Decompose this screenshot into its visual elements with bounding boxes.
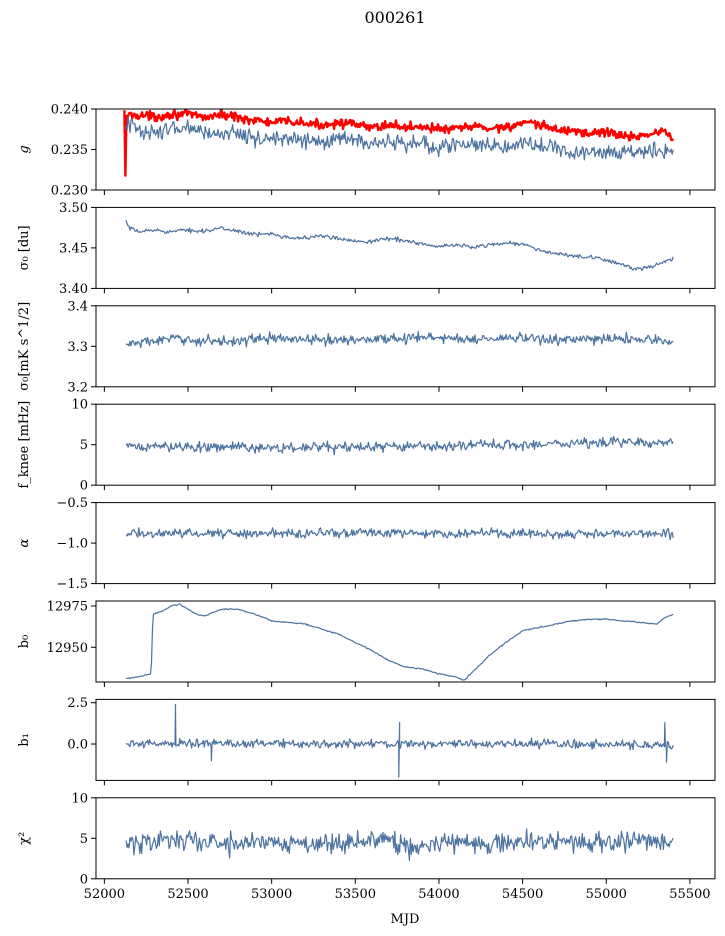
series-g-0 — [123, 109, 675, 177]
y-tick-label: 0.240 — [51, 103, 88, 118]
x-tick-label: 55500 — [669, 887, 710, 902]
series-g-1 — [125, 115, 674, 161]
y-axis-label: σ₀[mK s^1/2] — [17, 302, 32, 391]
x-tick-label: 52000 — [84, 887, 125, 902]
series-sigma0-du-0 — [125, 220, 674, 272]
y-tick-label: 10 — [71, 791, 88, 806]
y-tick-label: 0.0 — [67, 738, 88, 753]
panel-b1: 0.0 2.5 b₁ — [17, 696, 716, 786]
x-tick-label: 53000 — [251, 887, 292, 902]
y-tick-label: 0.230 — [51, 184, 88, 199]
y-tick-label: 2.5 — [67, 696, 88, 711]
y-tick-label: −1.0 — [56, 537, 88, 552]
axes-frame — [95, 305, 716, 388]
y-tick-label: −1.5 — [56, 577, 88, 592]
y-tick-label: 3.45 — [59, 241, 88, 256]
panel-chi2: 0 5 10 52000 52500 53000 53500 54000 54500 55000 5… — [17, 791, 716, 902]
y-tick-label: 3.50 — [59, 201, 88, 216]
axes-frame — [95, 698, 716, 781]
panel-g: 0.230 0.235 0.240 g — [17, 103, 716, 199]
y-axis-label: g — [17, 145, 32, 153]
axes-frame — [95, 502, 716, 585]
axes-frame — [95, 206, 716, 289]
y-tick-label: 5 — [80, 438, 88, 453]
series-b1-0 — [125, 703, 674, 778]
x-tick-label: 54000 — [418, 887, 459, 902]
y-tick-label: 0.235 — [51, 143, 88, 158]
y-axis-label: χ² — [17, 832, 32, 845]
panel-sigma0-mk: 3.2 3.3 3.4 σ₀[mK s^1/2] — [17, 299, 716, 395]
y-tick-label: 5 — [80, 832, 88, 847]
x-axis-label: MJD — [391, 912, 420, 927]
y-axis-label: b₁ — [17, 733, 32, 747]
y-tick-label: 12975 — [47, 599, 88, 614]
y-tick-label: 3.3 — [67, 340, 88, 355]
y-tick-label: 0 — [80, 872, 88, 887]
x-tick-label: 54500 — [502, 887, 543, 902]
series-b0-0 — [125, 603, 674, 681]
panel-b0: 12950 12975 b₀ — [17, 599, 716, 687]
figure-title: 000261 — [364, 8, 425, 27]
x-tick-label: 52500 — [167, 887, 208, 902]
y-tick-label: 3.2 — [67, 380, 88, 395]
panel-fknee: 0 5 10 f_knee [mHz] — [17, 398, 716, 494]
panel-alpha: −1.5 −1.0 −0.5 α — [17, 496, 716, 592]
y-tick-label: 3.40 — [59, 282, 88, 297]
y-tick-label: 12950 — [47, 641, 88, 656]
series-sigma0-mk-0 — [125, 330, 674, 349]
x-tick-label: 53500 — [335, 887, 376, 902]
series-alpha-0 — [125, 527, 674, 541]
series-chi2-0 — [125, 828, 674, 861]
y-axis-label: α — [17, 538, 32, 547]
y-tick-label: 3.4 — [67, 299, 88, 314]
y-tick-label: −0.5 — [56, 496, 88, 511]
axes-frame — [95, 797, 716, 880]
y-tick-label: 0 — [80, 479, 88, 494]
y-axis-label: f_knee [mHz] — [17, 401, 32, 489]
axes-frame — [95, 600, 716, 683]
y-axis-label: b₀ — [17, 635, 32, 649]
y-axis-label: σ₀ [du] — [17, 225, 32, 270]
panel-sigma0-du: 3.40 3.45 3.50 σ₀ [du] — [17, 201, 716, 297]
x-tick-label: 55000 — [586, 887, 627, 902]
series-fknee-0 — [125, 435, 674, 456]
y-tick-label: 10 — [71, 398, 88, 413]
